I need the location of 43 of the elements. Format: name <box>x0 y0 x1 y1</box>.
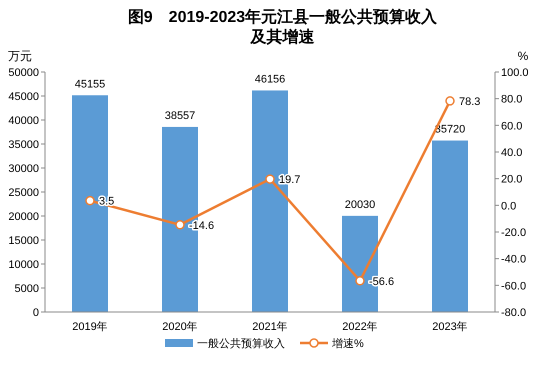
point <box>175 220 185 230</box>
y2-tick-label: -40.0 <box>501 254 526 266</box>
legend-label: 增速% <box>331 337 364 350</box>
y2-tick-label: 0.0 <box>501 200 516 212</box>
x-tick-label: 2021年 <box>252 321 288 333</box>
data-label: 78.3 <box>459 96 480 108</box>
y2-tick-label: -60.0 <box>501 280 526 292</box>
x-tick-label: 2019年 <box>72 321 108 333</box>
y2-tick-label: 100.0 <box>501 67 529 79</box>
y-tick-label: 15000 <box>8 235 39 247</box>
y2-tick-label: -80.0 <box>501 307 526 319</box>
y-tick-label: 50000 <box>8 67 39 79</box>
y-tick-label: 5000 <box>14 283 39 295</box>
y-tick-label: 35000 <box>8 139 39 151</box>
y-tick-label: 30000 <box>8 163 39 175</box>
chart-title: 图9 2019-2023年元江县一般公共预算收入及其增速 <box>128 8 438 46</box>
y-tick-label: 40000 <box>8 115 39 127</box>
y2-tick-label: 80.0 <box>501 94 522 106</box>
y2-tick-label: 20.0 <box>501 174 522 186</box>
y2-axis-title: % <box>518 49 529 63</box>
x-tick-label: 2022年 <box>342 321 378 333</box>
y-tick-label: 10000 <box>8 259 39 271</box>
y2-tick-label: -20.0 <box>501 227 526 239</box>
legend-label: 一般公共预算收入 <box>197 337 285 350</box>
y-tick-label: 20000 <box>8 211 39 223</box>
y2-tick-label: 40.0 <box>501 147 522 159</box>
y-axis-title: 万元 <box>8 49 32 63</box>
data-label: 20030 <box>344 198 376 211</box>
y-tick-label: 25000 <box>8 187 39 199</box>
data-label: 45155 <box>74 78 106 90</box>
y-tick-label: 0 <box>32 307 39 319</box>
y2-tick-label: 60.0 <box>501 120 522 132</box>
data-label: 3.5 <box>99 196 114 208</box>
bar <box>432 140 468 312</box>
x-tick-label: 2023年 <box>432 321 468 333</box>
data-label: 46156 <box>254 73 286 86</box>
point <box>265 174 275 184</box>
point <box>85 196 95 206</box>
point <box>355 276 365 286</box>
point <box>445 96 455 106</box>
data-label: 38557 <box>164 110 196 122</box>
y-tick-label: 45000 <box>8 91 39 103</box>
x-tick-label: 2020年 <box>162 321 198 333</box>
